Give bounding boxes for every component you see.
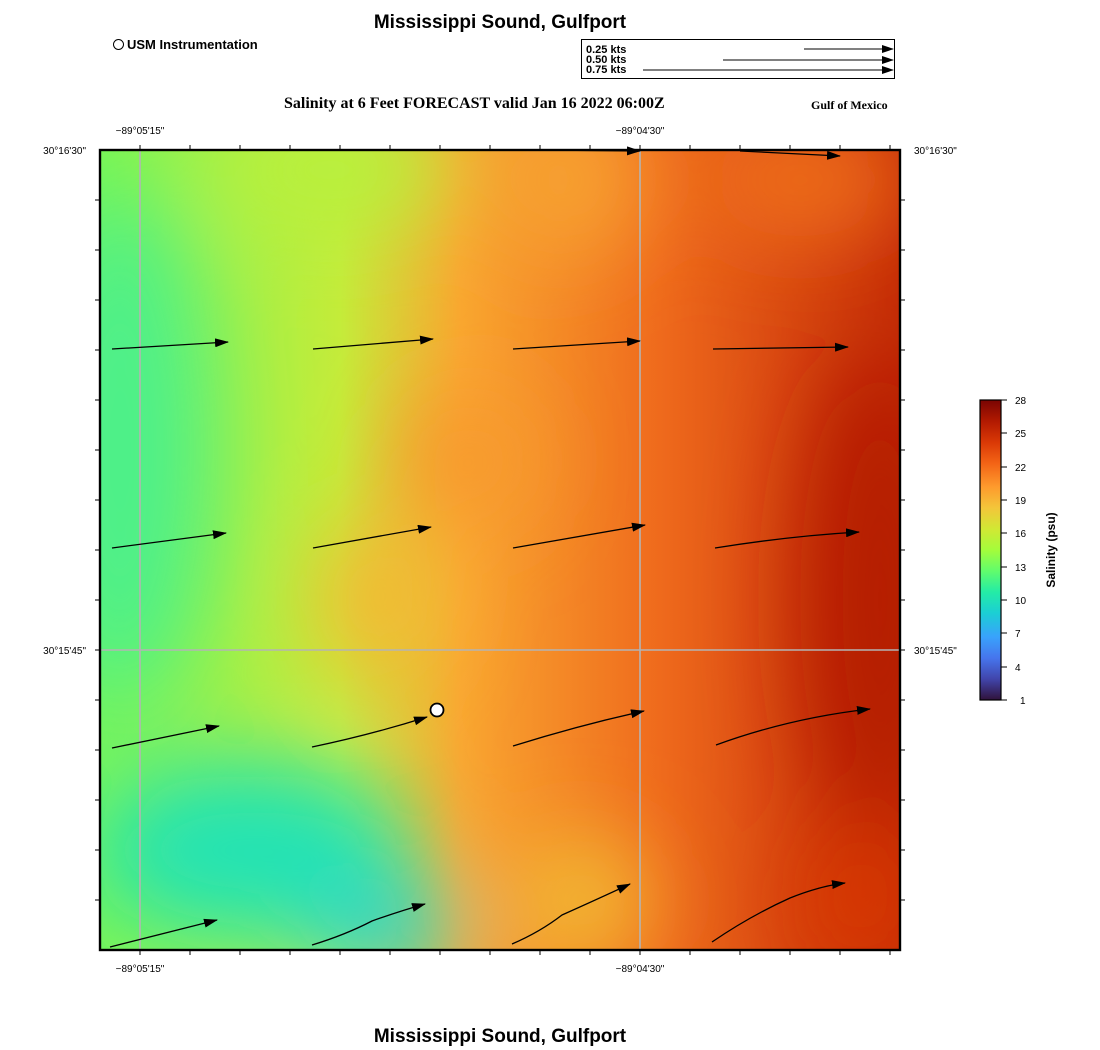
- current-vector: [111, 530, 227, 549]
- lat-label-left-2: 30°15'45": [43, 646, 86, 657]
- colorbar-tick: 19: [1015, 496, 1027, 507]
- current-vector: [711, 880, 846, 943]
- salinity-colorbar: 28 25 22 19 16 13 10 7 4 1 Salinity (psu…: [979, 396, 1058, 707]
- colorbar-tick: 16: [1015, 529, 1027, 540]
- map-subtitle: Salinity at 6 Feet FORECAST valid Jan 16…: [284, 95, 665, 112]
- vector-legend-label-1: 0.25 kts: [586, 44, 627, 56]
- current-vector: [512, 337, 641, 350]
- current-vector: [511, 883, 631, 945]
- colorbar-tick: 4: [1015, 663, 1021, 674]
- colorbar-tick: 7: [1015, 629, 1021, 640]
- station-marker-icon: [113, 39, 124, 50]
- colorbar-tick: 1: [1020, 696, 1026, 707]
- current-vector: [715, 705, 871, 746]
- vector-legend-label-3: 0.75 kts: [586, 64, 627, 76]
- vector-legend-label-2: 0.50 kts: [586, 54, 627, 66]
- salinity-field: [100, 150, 900, 950]
- lat-label-right-1: 30°16'30": [914, 146, 957, 157]
- vector-legend-arrows: [643, 45, 894, 74]
- station-legend-label: USM Instrumentation: [127, 37, 258, 52]
- colorbar-tick: 10: [1015, 596, 1027, 607]
- axis-ticks: [95, 145, 905, 955]
- current-vector: [512, 709, 645, 747]
- station-legend: USM Instrumentation: [113, 37, 258, 52]
- current-vector: [311, 903, 426, 946]
- current-vectors: [109, 146, 871, 948]
- lon-label-top-2: −89°04'30": [616, 126, 665, 137]
- current-vector: [311, 716, 428, 748]
- current-vector: [111, 724, 220, 749]
- station-marker[interactable]: [429, 702, 445, 718]
- current-vector: [312, 335, 434, 350]
- colorbar-tick: 28: [1015, 396, 1027, 407]
- current-vector: [714, 528, 860, 549]
- lon-label-bottom-1: −89°05'15": [116, 964, 165, 975]
- lon-label-bottom-2: −89°04'30": [616, 964, 665, 975]
- lon-label-top-1: −89°05'15": [116, 126, 165, 137]
- footer-title: Mississippi Sound, Gulfport: [373, 1026, 627, 1047]
- colorbar-label: Salinity (psu): [1044, 512, 1058, 587]
- lat-label-right-2: 30°15'45": [914, 646, 957, 657]
- current-vector: [109, 918, 218, 948]
- colorbar-tick: 22: [1015, 463, 1027, 474]
- current-vector: [712, 342, 849, 352]
- colorbar-tick: 13: [1015, 563, 1027, 574]
- current-vector: [111, 338, 229, 350]
- region-label: Gulf of Mexico: [811, 98, 888, 112]
- current-vector: [512, 522, 646, 549]
- map-title: Mississippi Sound, Gulfport: [373, 12, 627, 33]
- vector-speed-legend: 0.25 kts 0.50 kts 0.75 kts: [581, 39, 895, 79]
- current-vector: [312, 524, 432, 549]
- current-vector: [739, 150, 841, 160]
- lat-label-left-1: 30°16'30": [43, 146, 86, 157]
- graticule: [100, 150, 900, 950]
- colorbar-tick: 25: [1015, 429, 1027, 440]
